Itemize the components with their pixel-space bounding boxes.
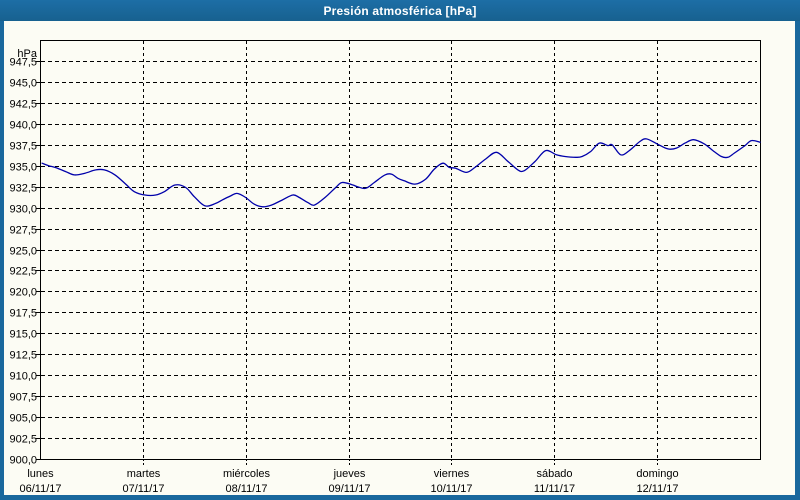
y-axis-label: 935,0 [9, 162, 37, 174]
pressure-series-line [41, 138, 761, 208]
y-axis-label: 940,0 [9, 120, 37, 132]
day-date-label: 08/11/17 [225, 483, 267, 495]
y-axis-label: 927,5 [9, 225, 37, 237]
y-axis-label: 912,5 [9, 350, 37, 362]
day-name-label: domingo [636, 468, 678, 480]
y-axis-label: 937,5 [9, 141, 37, 153]
day-name-label: sábado [536, 468, 572, 480]
y-axis-label: 907,5 [9, 392, 37, 404]
chart-area: 947,5 945,0 942,5 940,0 937,5 935,0 932,5 930,0… [4, 21, 795, 495]
day-name-label: viernes [434, 468, 470, 480]
y-axis-label: 945,0 [9, 78, 37, 90]
day-name-label: jueves [333, 468, 366, 480]
y-axis-label: 920,0 [9, 287, 37, 299]
day-date-label: 09/11/17 [328, 483, 370, 495]
day-name-label: martes [127, 468, 161, 480]
y-axis-label: 942,5 [9, 99, 37, 111]
y-axis-label: 915,0 [9, 329, 37, 341]
day-date-label: 07/11/17 [122, 483, 164, 495]
y-axis-label: 922,5 [9, 266, 37, 278]
y-axis-label: 932,5 [9, 183, 37, 195]
day-date-label: 12/11/17 [636, 483, 678, 495]
y-axis-label: 905,0 [9, 413, 37, 425]
y-axis-label: 900,0 [9, 455, 37, 467]
plot-frame [40, 40, 761, 460]
y-axis-label: 910,0 [9, 371, 37, 383]
title-bar: Presión atmosférica [hPa] [0, 0, 800, 21]
day-date-label: 11/11/17 [534, 483, 575, 495]
day-name-label: lunes [27, 468, 54, 480]
y-axis-label: 902,5 [9, 434, 37, 446]
y-axis-label: 925,0 [9, 246, 37, 258]
y-axis-unit-label: hPa [17, 48, 37, 60]
chart-title: Presión atmosférica [hPa] [323, 3, 477, 18]
day-date-label: 06/11/17 [19, 483, 61, 495]
y-axis-label: 917,5 [9, 308, 37, 320]
y-axis-label: 930,0 [9, 204, 37, 216]
pressure-line-chart: 947,5 945,0 942,5 940,0 937,5 935,0 932,5 930,0… [9, 40, 761, 495]
y-axis-label: 947,5 [9, 57, 37, 69]
day-date-label: 10/11/17 [430, 483, 472, 495]
day-name-label: miércoles [223, 468, 271, 480]
